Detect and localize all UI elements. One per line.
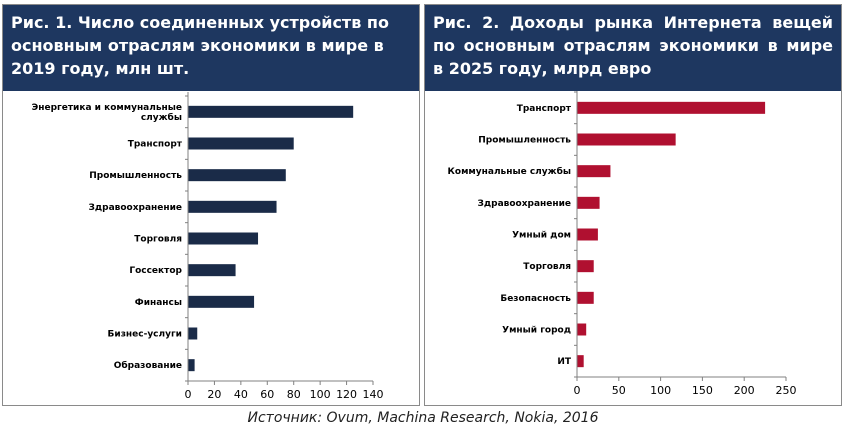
left-category-label: Промышленность bbox=[89, 171, 182, 181]
right-category-label: Безопасность bbox=[500, 294, 571, 304]
bar-chart-left: Энергетика и коммунальные службы Транспорт… bbox=[32, 92, 384, 401]
left-category-label: Финансы bbox=[135, 298, 182, 308]
left-x-tick-label: 100 bbox=[310, 388, 331, 401]
left-x-tick-label: 80 bbox=[287, 388, 301, 401]
right-x-tick-label: 0 bbox=[574, 384, 581, 397]
left-bar bbox=[188, 200, 277, 213]
left-x-tick-label: 60 bbox=[260, 388, 274, 401]
right-category-label: Умный дом bbox=[512, 231, 571, 241]
right-bar bbox=[577, 165, 611, 178]
left-category-label: Образование bbox=[114, 360, 182, 371]
left-bar bbox=[188, 327, 198, 340]
left-category-label: Здравоохранение bbox=[88, 203, 182, 213]
right-bar bbox=[577, 260, 594, 273]
left-bar bbox=[188, 264, 236, 277]
right-bar bbox=[577, 101, 766, 114]
bar-chart-right: Транспорт Промышленность Коммунальные служ… bbox=[448, 91, 797, 397]
left-x-tick-label: 0 bbox=[185, 388, 192, 401]
left-bar bbox=[188, 359, 195, 372]
chart-panel-right: Рис. 2. Доходы рынка Интернета вещей по … bbox=[424, 4, 842, 406]
left-category-label: Госсектор bbox=[129, 266, 182, 276]
right-bar bbox=[577, 196, 600, 209]
right-bar bbox=[577, 291, 594, 304]
left-bar bbox=[188, 295, 255, 308]
right-x-tick-label: 200 bbox=[734, 384, 755, 397]
left-bar bbox=[188, 105, 354, 118]
chart-title-left: Рис. 1. Число соединенных устройств по о… bbox=[3, 5, 419, 91]
right-x-tick-label: 50 bbox=[612, 384, 626, 397]
right-bar bbox=[577, 355, 584, 368]
right-category-label: Транспорт bbox=[517, 104, 572, 114]
right-category-label: Коммунальные службы bbox=[448, 166, 571, 177]
chart-title-right: Рис. 2. Доходы рынка Интернета вещей по … bbox=[425, 5, 841, 91]
source-note: Источник: Ovum, Machina Research, Nokia,… bbox=[247, 410, 599, 426]
left-category-label: Торговля bbox=[134, 235, 182, 245]
left-bar bbox=[188, 137, 294, 150]
left-category-label: Транспорт bbox=[128, 140, 183, 150]
left-x-tick-label: 20 bbox=[207, 388, 221, 401]
right-x-tick-label: 150 bbox=[692, 384, 713, 397]
left-x-tick-label: 120 bbox=[336, 388, 357, 401]
left-x-tick-label: 140 bbox=[363, 388, 384, 401]
right-category-label: ИТ bbox=[557, 357, 572, 367]
right-category-label: Умный город bbox=[502, 326, 571, 336]
chart-panel-left: Рис. 1. Число соединенных устройств по о… bbox=[2, 4, 420, 406]
right-x-tick-label: 100 bbox=[650, 384, 671, 397]
left-category-label: Бизнес-услуги bbox=[108, 330, 182, 340]
left-category-label: Энергетика и коммунальные службы bbox=[32, 103, 182, 123]
left-bar bbox=[188, 232, 259, 245]
right-x-tick-label: 250 bbox=[776, 384, 797, 397]
right-bar bbox=[577, 228, 598, 241]
right-category-label: Промышленность bbox=[478, 136, 571, 146]
right-bar bbox=[577, 133, 676, 146]
right-category-label: Здравоохранение bbox=[477, 199, 571, 209]
left-bar bbox=[188, 169, 286, 182]
right-category-label: Торговля bbox=[523, 262, 571, 272]
right-bar bbox=[577, 323, 587, 336]
left-x-tick-label: 40 bbox=[234, 388, 248, 401]
